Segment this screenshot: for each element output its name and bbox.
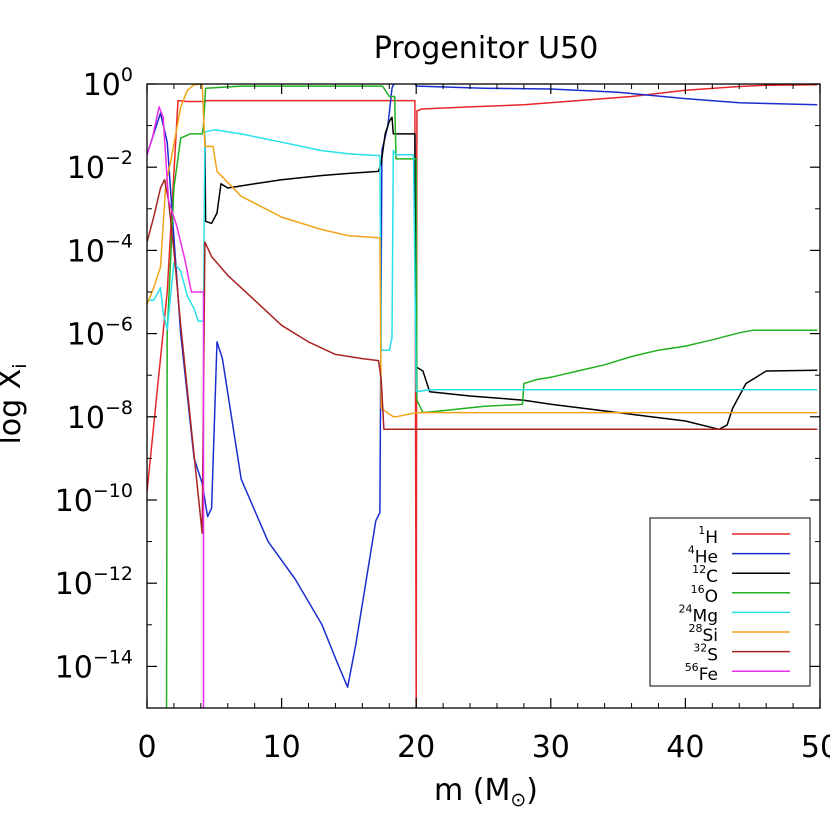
plot-frame [146, 83, 821, 709]
legend-box [649, 517, 811, 687]
legend-label-16O: 16O [691, 583, 718, 607]
chart-title: Progenitor U50 [374, 31, 599, 66]
x-tick-label: 50 [801, 730, 830, 765]
series-line-4He [147, 84, 818, 688]
series-line-56Fe [147, 106, 205, 708]
legend-label-32S: 32S [693, 642, 718, 666]
x-tick-label: 10 [263, 730, 301, 765]
legend-label-12C: 12C [692, 563, 718, 587]
legend-label-28Si: 28Si [688, 622, 718, 646]
y-tick-label: 10−6 [67, 314, 133, 353]
x-axis-label-unit: M [484, 773, 510, 808]
series-line-12C [204, 116, 818, 431]
x-tick-label: 30 [532, 730, 570, 765]
series-line-16O [165, 85, 818, 708]
legend-label-56Fe: 56Fe [685, 661, 718, 685]
legend-label-1H: 1H [698, 524, 718, 548]
legend-label-24Mg: 24Mg [679, 602, 718, 626]
y-tick-label: 10−10 [55, 480, 133, 519]
x-tick-label: 40 [666, 730, 704, 765]
y-tick-label: 100 [83, 64, 133, 103]
y-axis-label: log Xi [0, 363, 31, 444]
y-tick-label: 10−14 [55, 646, 133, 685]
series-line-24Mg [147, 129, 818, 393]
series-layer [147, 84, 818, 708]
y-tick-label: 10−2 [67, 147, 133, 186]
legend-label-4He: 4He [688, 544, 718, 568]
series-line-1H [147, 84, 818, 708]
series-line-32S [147, 178, 818, 535]
x-axis-label-text: m [434, 773, 463, 808]
y-axis-label-subscript: i [9, 363, 31, 368]
y-tick-label: 10−4 [67, 230, 133, 269]
y-tick-label: 10−12 [55, 563, 133, 602]
x-axis-label: m (M⊙) [434, 773, 538, 811]
axis-ticks: 0 10 20 30 40 50 100 10−2 10−4 10−6 10−8 10−10 10−12… [55, 64, 830, 765]
series-line-28Si [147, 84, 818, 418]
x-tick-label: 0 [137, 730, 156, 765]
y-tick-label: 10−8 [67, 397, 133, 436]
sun-symbol-icon: ⊙ [510, 789, 526, 811]
x-tick-label: 20 [397, 730, 435, 765]
y-axis-label-text: log X [0, 369, 28, 445]
